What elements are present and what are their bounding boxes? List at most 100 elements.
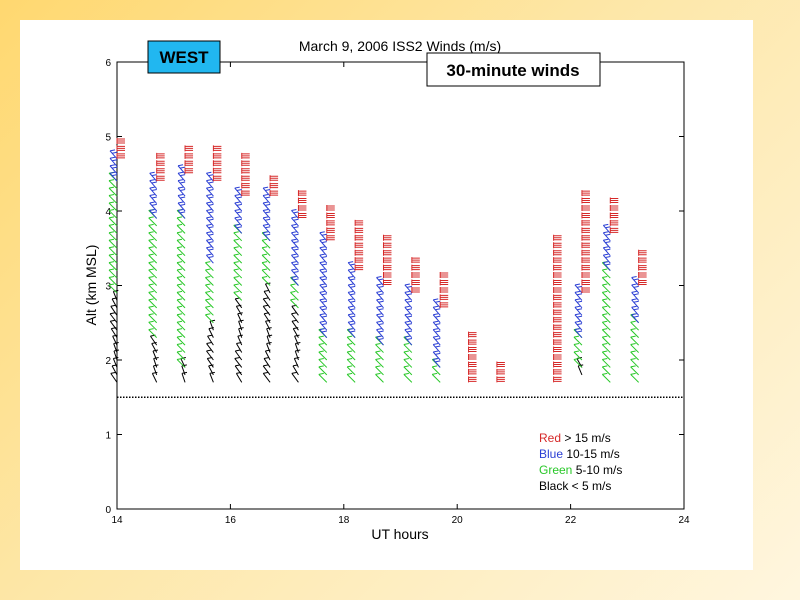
wind-barb-red bbox=[553, 331, 562, 338]
wind-barb-green bbox=[176, 290, 186, 301]
wind-barb-green bbox=[630, 343, 639, 353]
wind-barb-green bbox=[148, 328, 158, 339]
wind-barb-green bbox=[233, 246, 243, 257]
wind-barb-green bbox=[176, 357, 186, 368]
wind-barb-red bbox=[553, 257, 562, 264]
wind-barb-blue bbox=[206, 201, 214, 212]
wind-profile bbox=[431, 272, 449, 383]
wind-barb-blue bbox=[432, 357, 441, 368]
wind-barb-black bbox=[109, 319, 118, 331]
wind-barb-green bbox=[176, 238, 186, 249]
wind-barb-green bbox=[176, 261, 186, 271]
wind-barb-blue bbox=[262, 223, 271, 234]
wind-barb-blue bbox=[631, 313, 640, 324]
wind-barb-green bbox=[318, 372, 328, 383]
wind-barb-green bbox=[148, 276, 158, 286]
wind-barb-red bbox=[468, 346, 477, 353]
wind-barb-blue bbox=[404, 290, 413, 301]
wind-barb-red bbox=[411, 279, 420, 286]
wind-barb-red bbox=[468, 339, 477, 346]
wind-barb-red bbox=[326, 205, 335, 211]
legend-entry: Red > 15 m/s bbox=[539, 431, 611, 445]
wind-profile bbox=[233, 152, 250, 383]
wind-barb-blue bbox=[432, 305, 441, 316]
wind-barb-red bbox=[269, 182, 279, 189]
wind-barb-blue bbox=[234, 216, 243, 227]
wind-barb-blue bbox=[262, 231, 271, 242]
wind-barb-green bbox=[176, 343, 186, 353]
wind-barb-green bbox=[176, 350, 186, 361]
wind-profile bbox=[601, 197, 619, 383]
wind-barb-red bbox=[326, 234, 335, 241]
wind-barb-green bbox=[261, 246, 271, 257]
wind-barb-red bbox=[553, 279, 562, 286]
wind-barb-green bbox=[403, 365, 413, 376]
wind-barb-blue bbox=[291, 231, 299, 242]
wind-barb-black bbox=[293, 356, 300, 368]
wind-barb-green bbox=[176, 216, 186, 227]
wind-barb-black bbox=[206, 342, 214, 353]
legend-entry: Green 5-10 m/s bbox=[539, 463, 622, 477]
wind-barb-green bbox=[318, 357, 328, 368]
wind-barb-green bbox=[290, 290, 299, 301]
wind-barb-red bbox=[468, 368, 477, 375]
wind-barb-blue bbox=[631, 305, 640, 316]
wind-barb-green bbox=[261, 276, 271, 286]
wind-barb-red bbox=[212, 145, 222, 152]
wind-barb-green bbox=[346, 343, 356, 353]
wind-barb-red bbox=[156, 167, 165, 174]
wind-barb-blue bbox=[206, 194, 214, 204]
wind-barb-red bbox=[116, 137, 125, 144]
wind-barb-red bbox=[553, 301, 562, 308]
wind-barb-red bbox=[468, 361, 477, 368]
wind-barb-red bbox=[382, 257, 392, 264]
wind-barb-blue bbox=[404, 283, 413, 294]
wind-barb-green bbox=[176, 276, 186, 286]
wind-barb-green bbox=[108, 253, 118, 264]
wind-barb-green bbox=[346, 335, 356, 346]
wind-barb-green bbox=[375, 343, 384, 353]
wind-barb-green bbox=[176, 231, 186, 242]
wind-barb-black bbox=[110, 304, 118, 316]
wind-barb-black bbox=[265, 319, 271, 331]
wind-barb-black bbox=[262, 364, 271, 376]
wind-barb-blue bbox=[262, 186, 271, 197]
wind-barb-red bbox=[581, 197, 590, 204]
wind-barb-green bbox=[261, 253, 271, 264]
wind-barb-red bbox=[553, 249, 562, 256]
legend-color-word: Blue bbox=[539, 447, 563, 461]
wind-barb-blue bbox=[574, 313, 583, 324]
legend-color-word: Green bbox=[539, 463, 572, 477]
wind-barb-blue bbox=[319, 283, 328, 294]
wind-barb-red bbox=[553, 368, 562, 375]
wind-barb-green bbox=[176, 335, 186, 346]
wind-barb-red bbox=[269, 175, 279, 182]
wind-barb-green bbox=[176, 223, 186, 234]
wind-profile bbox=[108, 137, 125, 383]
wind-barb-black bbox=[208, 364, 214, 376]
wind-barb-blue bbox=[206, 223, 214, 234]
wind-barb-red bbox=[411, 264, 420, 271]
wind-barb-black bbox=[234, 349, 243, 361]
wind-barb-blue bbox=[319, 231, 328, 242]
x-tick-label: 16 bbox=[225, 515, 237, 526]
wind-barb-green bbox=[108, 194, 118, 204]
wind-barb-blue bbox=[149, 171, 158, 182]
wind-barb-red bbox=[297, 212, 307, 219]
wind-barb-blue bbox=[291, 276, 299, 286]
wind-barb-red bbox=[553, 294, 562, 301]
wind-barb-blue bbox=[574, 283, 583, 294]
wind-barb-red bbox=[212, 175, 222, 182]
wind-barb-black bbox=[206, 349, 214, 361]
wind-barb-red bbox=[638, 257, 647, 264]
wind-barb-blue bbox=[234, 208, 243, 219]
wind-barb-red bbox=[468, 376, 477, 383]
wind-barb-red bbox=[241, 175, 250, 182]
wind-barb-blue bbox=[376, 290, 384, 301]
wind-barb-red bbox=[382, 249, 392, 256]
wind-barb-red bbox=[581, 286, 590, 293]
wind-barb-green bbox=[601, 357, 611, 368]
wind-barb-blue bbox=[347, 268, 356, 279]
legend-entry: Blue 10-15 m/s bbox=[539, 447, 620, 461]
wind-barb-green bbox=[630, 365, 639, 376]
